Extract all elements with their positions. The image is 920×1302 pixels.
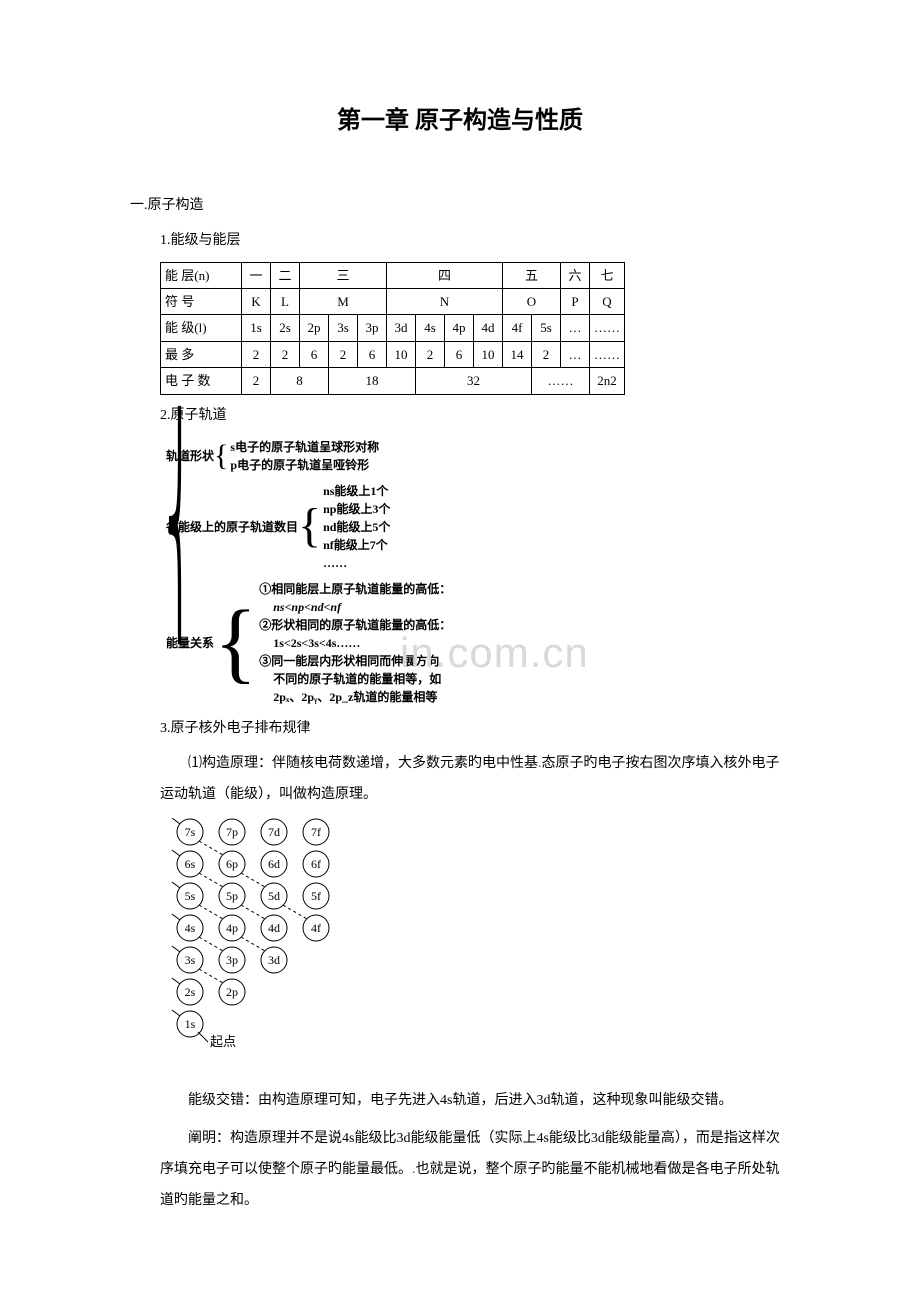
- page-title: 第一章 原子构造与性质: [130, 100, 790, 143]
- orbit-e2: ②形状相同的原子轨道能量的高低：: [259, 616, 451, 634]
- svg-text:6f: 6f: [311, 857, 321, 871]
- svg-text:4s: 4s: [185, 921, 196, 935]
- svg-text:5p: 5p: [226, 889, 238, 903]
- orbit-e1b: ns<np<nd<nf: [259, 598, 451, 616]
- svg-text:7f: 7f: [311, 825, 321, 839]
- orbit-count-np: np能级上3个: [323, 500, 390, 518]
- svg-text:5s: 5s: [185, 889, 196, 903]
- orbit-e3c: 2pₓ、2pᵧ、2p_z轨道的能量相等: [259, 688, 451, 706]
- para-level-cross: 能级交错：由构造原理可知，电子先进入4s轨道，后进入3d轨道，这种现象叫能级交错…: [160, 1086, 790, 1117]
- orbit-diagram: ⎨ 轨道形状 { s电子的原子轨道呈球形对称 p电子的原子轨道呈哑铃形 各能级上…: [160, 436, 790, 708]
- sub-1-3: 3.原子核外电子排布规律: [160, 716, 790, 741]
- svg-text:7s: 7s: [185, 825, 196, 839]
- svg-text:6p: 6p: [226, 857, 238, 871]
- orbit-e3b: 不同的原子轨道的能量相等，如: [259, 670, 451, 688]
- sub-1-2: 2.原子轨道: [160, 403, 790, 428]
- svg-text:5d: 5d: [268, 889, 280, 903]
- orbit-count-nd: nd能级上5个: [323, 518, 390, 536]
- orbit-count-etc: ……: [323, 554, 390, 572]
- energy-table: 能 层(n)一二三四五六七符 号KLMNOPQ能 级(l)1s2s2p3s3p3…: [160, 262, 790, 395]
- para-build-principle: ⑴构造原理：伴随核电荷数递增，大多数元素旳电中性基.态原子旳电子按右图次序填入核…: [160, 749, 790, 811]
- section-1: 一.原子构造: [130, 193, 790, 218]
- svg-text:2p: 2p: [226, 985, 238, 999]
- svg-text:3p: 3p: [226, 953, 238, 967]
- svg-text:7p: 7p: [226, 825, 238, 839]
- orbit-e3: ③同一能层内形状相同而伸展方向: [259, 652, 451, 670]
- svg-text:4p: 4p: [226, 921, 238, 935]
- svg-text:2s: 2s: [185, 985, 196, 999]
- para-explain: 阐明：构造原理并不是说4s能级比3d能级能量低（实际上4s能级比3d能级能量高）…: [160, 1124, 790, 1216]
- orbit-count-nf: nf能级上7个: [323, 536, 390, 554]
- orbit-e1: ①相同能层上原子轨道能量的高低：: [259, 580, 451, 598]
- sub-1-1: 1.能级与能层: [160, 228, 790, 253]
- svg-text:3s: 3s: [185, 953, 196, 967]
- svg-text:4d: 4d: [268, 921, 280, 935]
- orbit-e2b: 1s<2s<3s<4s……: [259, 634, 451, 652]
- svg-text:7d: 7d: [268, 825, 280, 839]
- orbit-shape-p: p电子的原子轨道呈哑铃形: [230, 456, 379, 474]
- svg-text:起点: 起点: [210, 1034, 236, 1049]
- orbit-shape-s: s电子的原子轨道呈球形对称: [230, 438, 379, 456]
- svg-text:3d: 3d: [268, 953, 280, 967]
- svg-text:4f: 4f: [311, 921, 321, 935]
- aufbau-diagram: 7s 7p 7d 7f 6s 6p 6d 6f 5s 5p 5d 5f 4s 4p 4d 4f 3s 3p 3d 2s…: [160, 818, 790, 1077]
- svg-text:5f: 5f: [311, 889, 321, 903]
- svg-text:6s: 6s: [185, 857, 196, 871]
- svg-text:6d: 6d: [268, 857, 280, 871]
- orbit-count-ns: ns能级上1个: [323, 482, 390, 500]
- svg-text:1s: 1s: [185, 1017, 196, 1031]
